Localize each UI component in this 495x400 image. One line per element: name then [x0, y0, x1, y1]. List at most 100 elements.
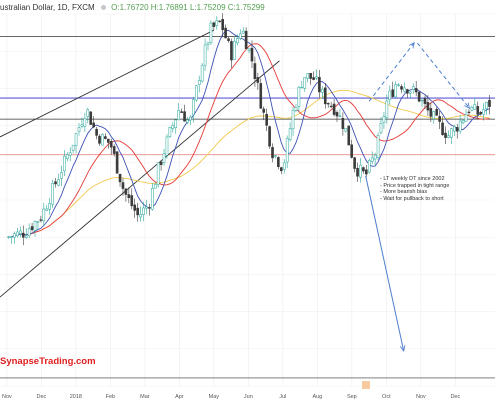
candle-body: [409, 91, 412, 94]
candle-body: [488, 99, 491, 107]
candle-body: [142, 207, 145, 215]
candle-body: [458, 120, 462, 132]
candle-body: [300, 86, 304, 89]
candle-body: [388, 90, 392, 101]
candle-body: [288, 128, 292, 140]
candle-body: [54, 181, 57, 185]
candle-body: [265, 113, 268, 126]
candle-body: [130, 195, 134, 207]
candle-body: [382, 116, 386, 123]
candle-body: [373, 154, 377, 160]
candle-body: [312, 77, 315, 80]
candle-body: [230, 41, 233, 61]
candle-body: [57, 179, 60, 186]
candle-body: [203, 44, 207, 66]
note-line: - Price trapped in tight range: [380, 182, 450, 189]
candle-body: [297, 87, 301, 107]
grid-lines: [0, 13, 495, 387]
candle-body: [423, 98, 427, 104]
candle-body: [206, 42, 210, 45]
candle-body: [329, 105, 333, 108]
x-axis-ticks: Nov Dec 2018 Feb Mar Apr May Jun Jul Aug Sep Oct Nov…: [2, 394, 460, 400]
symbol-label: ustralian Dollar, 1D, FXCM: [0, 3, 95, 12]
candle-body: [139, 213, 142, 218]
x-tick-label: Sep: [347, 394, 357, 400]
close-value: C:1.75299: [227, 3, 265, 12]
x-tick-label: Oct: [382, 394, 391, 400]
candle-body: [27, 228, 31, 236]
candle-body: [359, 164, 362, 178]
candle-body: [262, 108, 266, 113]
candle-body: [162, 153, 166, 163]
open-value: O:1.76720: [111, 3, 149, 12]
candle-body: [332, 103, 336, 115]
candle-body: [253, 63, 257, 79]
candle-body: [406, 89, 409, 94]
candle-body: [259, 83, 263, 109]
candle-body: [350, 144, 353, 158]
candle-body: [194, 85, 198, 101]
candle-body: [209, 22, 213, 43]
candle-body: [277, 157, 280, 167]
low-value: L:1.75209: [189, 3, 226, 12]
candle-body: [432, 111, 436, 120]
candle-body: [224, 27, 227, 39]
x-tick-label: Nov: [2, 394, 12, 400]
projection-arrow: [368, 43, 414, 102]
candle-body: [200, 65, 204, 82]
candle-body: [268, 126, 271, 147]
candle-body: [74, 133, 78, 146]
candle-body: [24, 235, 28, 238]
candle-body: [115, 151, 119, 174]
x-tick-label: Aug: [312, 394, 322, 400]
candle-body: [48, 203, 51, 210]
candle-body: [168, 127, 172, 137]
candle-body: [414, 88, 418, 93]
candle-body: [60, 172, 63, 179]
candle-body: [145, 206, 148, 209]
candle-body: [309, 72, 312, 79]
ma-fast-line: [8, 29, 490, 238]
candle-body: [429, 108, 433, 117]
candle-body: [153, 184, 157, 189]
candle-body: [30, 226, 34, 230]
candle-body: [291, 110, 295, 130]
note-line: - Wait for pullback to short: [380, 195, 444, 202]
candle-body: [365, 169, 368, 175]
candle-body: [256, 77, 260, 83]
candle-body: [244, 30, 248, 50]
candle-body: [10, 236, 13, 238]
candle-body: [438, 116, 441, 122]
moving-averages: [8, 29, 490, 238]
candle-body: [467, 111, 471, 114]
x-tick-label: Jun: [244, 394, 253, 400]
candle-body: [411, 86, 415, 90]
candle-body: [353, 157, 356, 169]
candle-body: [51, 183, 54, 205]
candle-body: [174, 119, 178, 128]
candle-body: [189, 116, 192, 121]
candle-body: [42, 208, 46, 222]
candle-body: [394, 84, 397, 98]
trendlines: [0, 29, 280, 298]
candle-body: [236, 38, 239, 44]
current-price-marker: [362, 381, 370, 389]
candle-body: [473, 104, 477, 110]
candle-body: [39, 219, 43, 221]
projection-arrow: [365, 175, 404, 351]
candle-body: [218, 20, 222, 23]
candle-body: [397, 84, 400, 86]
candle-body: [485, 101, 488, 109]
candle-body: [400, 86, 403, 90]
candle-body: [21, 232, 25, 238]
candle-body: [197, 80, 201, 85]
candle-body: [165, 136, 169, 156]
trendline: [0, 29, 215, 138]
candle-body: [101, 134, 104, 146]
candle-body: [212, 22, 216, 27]
x-tick-label: Dec: [450, 394, 460, 400]
candle-body: [177, 110, 180, 120]
candle-body: [13, 233, 16, 238]
candle-body: [159, 161, 163, 165]
